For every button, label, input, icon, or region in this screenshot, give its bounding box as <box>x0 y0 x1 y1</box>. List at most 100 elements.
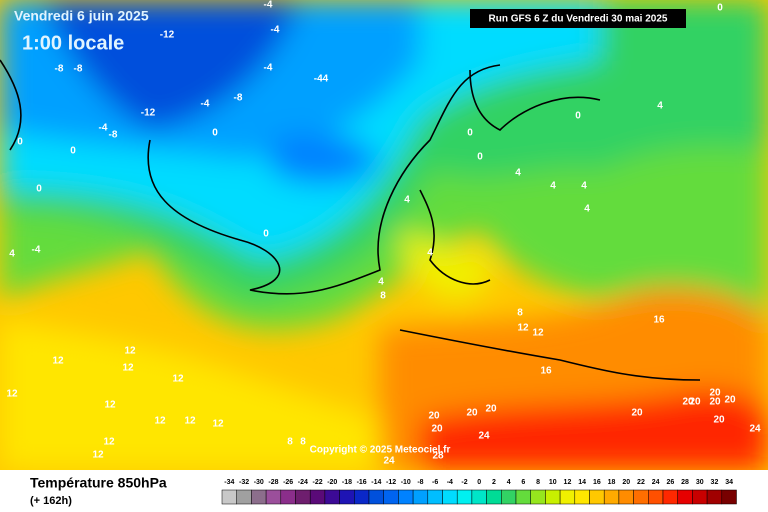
scale-label: 12 <box>564 479 572 486</box>
contour-label: 0 <box>36 184 42 195</box>
scale-swatch <box>383 489 399 505</box>
contour-label: 20 <box>709 397 721 408</box>
contour-label: 0 <box>212 128 218 139</box>
scale-swatch <box>530 489 546 505</box>
field-title: Température 850hPa <box>30 475 167 491</box>
contour-label: 0 <box>575 111 581 122</box>
contour-label: 12 <box>104 400 116 411</box>
contour-label: 16 <box>653 315 665 326</box>
contour-label: 4 <box>427 248 433 259</box>
scale-label: 6 <box>521 479 525 486</box>
scale-swatch <box>251 489 267 505</box>
scale-label: -18 <box>342 479 352 486</box>
contour-label: 20 <box>689 397 701 408</box>
scale-label: 24 <box>652 479 660 486</box>
contour-label: 20 <box>709 388 721 399</box>
copyright: Copyright © 2025 Meteociel.fr <box>310 445 451 456</box>
contour-label: 12 <box>517 323 529 334</box>
contour-label: 20 <box>713 415 725 426</box>
scale-label: -4 <box>447 479 453 486</box>
contour-label: -4 <box>201 99 210 110</box>
scale-label: 16 <box>593 479 601 486</box>
contour-label: 16 <box>540 366 552 377</box>
scale-label: 34 <box>725 479 733 486</box>
scale-swatch <box>677 489 693 505</box>
contour-label: 24 <box>383 456 395 467</box>
contour-label: 12 <box>103 437 115 448</box>
scale-label: -26 <box>283 479 293 486</box>
contour-label: 0 <box>717 3 723 14</box>
contour-label: 4 <box>657 101 663 112</box>
scale-swatch <box>295 489 311 505</box>
scale-swatch <box>309 489 326 505</box>
contour-label: 8 <box>287 437 293 448</box>
contour-label: 0 <box>467 128 473 139</box>
map-time: 1:00 locale <box>22 32 124 54</box>
contour-label: 0 <box>17 137 23 148</box>
contour-label: -12 <box>160 30 175 41</box>
scale-swatch <box>545 489 561 505</box>
contour-label: 0 <box>477 152 483 163</box>
contour-label: 8 <box>380 291 386 302</box>
scale-label: -30 <box>254 479 264 486</box>
scale-label: 28 <box>681 479 689 486</box>
contour-label: -4 <box>99 123 108 134</box>
contour-label: 12 <box>122 363 134 374</box>
contour-label: 20 <box>466 408 478 419</box>
run-info: Run GFS 6 Z du Vendredi 30 mai 2025 <box>489 14 668 25</box>
scale-label: 26 <box>666 479 674 486</box>
scale-label: -22 <box>312 479 322 486</box>
scale-label: -8 <box>417 479 423 486</box>
scale-label: -14 <box>371 479 381 486</box>
contour-label: 12 <box>124 346 136 357</box>
scale-swatch <box>662 489 678 505</box>
contour-label: 20 <box>431 424 443 435</box>
contour-label: 4 <box>515 168 521 179</box>
scale-swatch <box>574 489 590 505</box>
scale-label: 32 <box>711 479 719 486</box>
scale-swatch <box>339 489 355 505</box>
contour-label: 4 <box>9 249 15 260</box>
contour-label: 20 <box>485 404 497 415</box>
contour-label: -8 <box>74 64 83 75</box>
scale-label: -32 <box>239 479 249 486</box>
scale-label: -20 <box>327 479 337 486</box>
scale-label: 2 <box>492 479 496 486</box>
scale-swatch <box>398 489 414 505</box>
contour-label: 20 <box>682 397 694 408</box>
scale-label: -28 <box>268 479 278 486</box>
scale-swatch <box>324 489 340 505</box>
scale-label: 30 <box>696 479 704 486</box>
scale-label: 20 <box>622 479 630 486</box>
scale-label: -10 <box>401 479 411 486</box>
contour-label: 12 <box>52 356 64 367</box>
contour-label: 20 <box>428 411 440 422</box>
contour-label: 12 <box>184 416 196 427</box>
scale-swatch <box>442 489 458 505</box>
scale-label: 10 <box>549 479 557 486</box>
contour-label: 4 <box>581 181 587 192</box>
contour-label: 4 <box>550 181 556 192</box>
contour-label: -8 <box>55 64 64 75</box>
scale-label: -2 <box>461 479 467 486</box>
temperature-field <box>0 0 768 470</box>
lead-time: (+ 162h) <box>30 495 72 507</box>
scale-swatch <box>589 489 605 505</box>
contour-label: 4 <box>404 195 410 206</box>
contour-label: -12 <box>141 108 156 119</box>
color-scale: -34 -32 -30 -28 -26 -24 -22 -20 -18 -16 -14 -12 -10-… <box>221 479 737 505</box>
scale-swatch <box>559 489 576 505</box>
contour-label: 12 <box>172 374 184 385</box>
contour-label: -4 <box>271 25 280 36</box>
scale-swatch <box>354 489 370 505</box>
scale-swatch <box>280 489 296 505</box>
scale-label: 22 <box>637 479 645 486</box>
scale-label: -16 <box>357 479 367 486</box>
contour-label: 24 <box>749 424 761 435</box>
contour-label: 12 <box>6 389 18 400</box>
scale-label: -6 <box>432 479 438 486</box>
scale-swatch <box>221 489 237 505</box>
contour-label: 20 <box>631 408 643 419</box>
scale-label: 4 <box>507 479 511 486</box>
